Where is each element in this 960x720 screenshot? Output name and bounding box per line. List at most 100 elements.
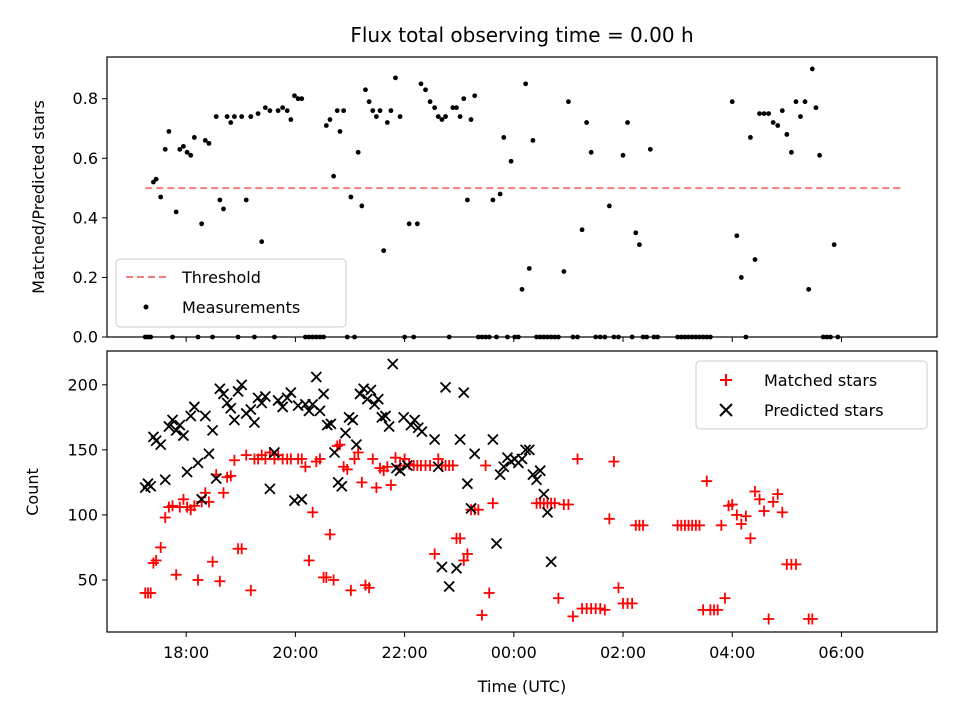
predicted-stars-point [408, 414, 421, 426]
matched-stars-point [772, 488, 784, 500]
measurements-point [625, 120, 630, 125]
predicted-stars-point [188, 401, 201, 413]
predicted-stars-point [206, 424, 219, 436]
predicted-stars-point [214, 383, 226, 395]
predicted-stars-point [376, 411, 388, 423]
matched-stars-point [740, 510, 752, 522]
measurements-point [817, 152, 822, 158]
measurements-point [267, 108, 273, 114]
counts-y-axis: 50 100 150 200 [67, 375, 107, 589]
counts-x-axis: 18:00 20:00 22:00 00:00 02:00 04:00 06:00 [163, 632, 864, 662]
counts-x-tick-label: 00:00 [491, 643, 537, 662]
matched-stars-point [487, 497, 499, 509]
measurements-point [199, 221, 205, 227]
ratio-x-ticks [185, 337, 842, 342]
measurements-point [637, 242, 642, 248]
measurements-point [348, 194, 354, 200]
counts-x-tick-label: 22:00 [382, 643, 428, 662]
predicted-stars-point [443, 580, 455, 593]
predicted-stars-point [177, 429, 190, 442]
matched-stars-point [147, 557, 159, 569]
matched-stars-point [155, 541, 167, 553]
measurements-point [162, 146, 168, 152]
predicted-stars-point [516, 453, 528, 465]
measurements-point [748, 135, 753, 140]
measurements-point [355, 149, 361, 155]
measurements-point [217, 197, 223, 203]
counts-x-tick-label: 04:00 [709, 643, 755, 662]
predicted-stars-point [416, 426, 428, 438]
predicted-stars-point [166, 414, 179, 426]
predicted-stars-point [383, 420, 395, 433]
measurements-point [423, 87, 428, 93]
matched-stars-point [320, 571, 332, 583]
measurements-point [228, 120, 234, 125]
measurements-point [752, 257, 758, 262]
measurements-point [806, 286, 812, 292]
measurements-point [341, 108, 347, 114]
measurements-point [620, 152, 626, 158]
measurements-point [439, 117, 445, 122]
measurements-point [738, 275, 744, 280]
measurements-point [418, 81, 424, 87]
predicted-stars-point [268, 446, 281, 459]
measurements-point [523, 81, 529, 87]
measurements-legend-label: Measurements [182, 298, 300, 317]
predicted-stars-point [256, 397, 268, 409]
predicted-stars-point [245, 403, 257, 416]
matched-stars-point [472, 504, 484, 516]
measurements-point [373, 114, 379, 119]
measurements-legend-swatch [143, 304, 149, 310]
counts-points-layer [139, 358, 818, 625]
measurements-point [770, 120, 776, 125]
predicted-stars-point [155, 439, 167, 451]
matched-stars-point [612, 582, 624, 594]
measurements-point [288, 117, 294, 122]
predicted-stars-point [145, 480, 157, 492]
matched-stars-point [303, 554, 315, 566]
ratio-y-tick-label: 0.8 [73, 89, 98, 108]
measurements-point [784, 132, 790, 137]
matched-stars-point [763, 613, 775, 625]
matched-stars-point [758, 505, 770, 517]
measurements-point [435, 114, 441, 119]
counts-y-tick-label: 150 [67, 440, 98, 459]
matched-stars-point [228, 454, 240, 466]
measurements-point [729, 99, 735, 105]
matched-stars-point [299, 461, 311, 473]
ratio-y-axis-label: Matched/Predicted stars [29, 100, 48, 294]
measurements-point [526, 266, 532, 271]
predicted-stars-point [310, 371, 322, 383]
measurements-point [461, 96, 467, 102]
measurements-point [530, 138, 536, 143]
measurements-point [206, 140, 212, 146]
predicted-stars-point [232, 385, 244, 397]
predicted-stars-point [196, 493, 208, 505]
matched-stars-point [749, 486, 761, 497]
matched-stars-point [352, 446, 364, 458]
ratio-legend-box [115, 258, 347, 328]
matched-stars-point [454, 532, 466, 544]
predicted-legend-swatch [719, 403, 733, 417]
predicted-stars-point [494, 468, 506, 481]
predicted-stars-point [498, 461, 510, 473]
measurements-point [457, 114, 463, 119]
measurements-point [508, 158, 514, 164]
predicted-stars-point [199, 410, 211, 422]
measurements-point [579, 227, 585, 233]
matched-stars-point [562, 499, 574, 511]
predicted-stars-point [325, 418, 337, 430]
ratio-y-tick-label: 0.0 [73, 328, 98, 347]
predicted-stars-point [387, 358, 399, 370]
matched-legend-label: Matched stars [764, 371, 877, 390]
measurements-point [468, 117, 474, 122]
measurements-point [757, 111, 762, 116]
predicted-stars-point [264, 483, 276, 495]
predicted-stars-point [541, 506, 554, 518]
measurements-point [366, 99, 372, 105]
matched-stars-point [719, 592, 731, 604]
matched-stars-point [424, 459, 436, 471]
matched-stars-point [192, 574, 204, 586]
matched-stars-point [476, 609, 488, 621]
matched-stars-point [767, 496, 779, 508]
